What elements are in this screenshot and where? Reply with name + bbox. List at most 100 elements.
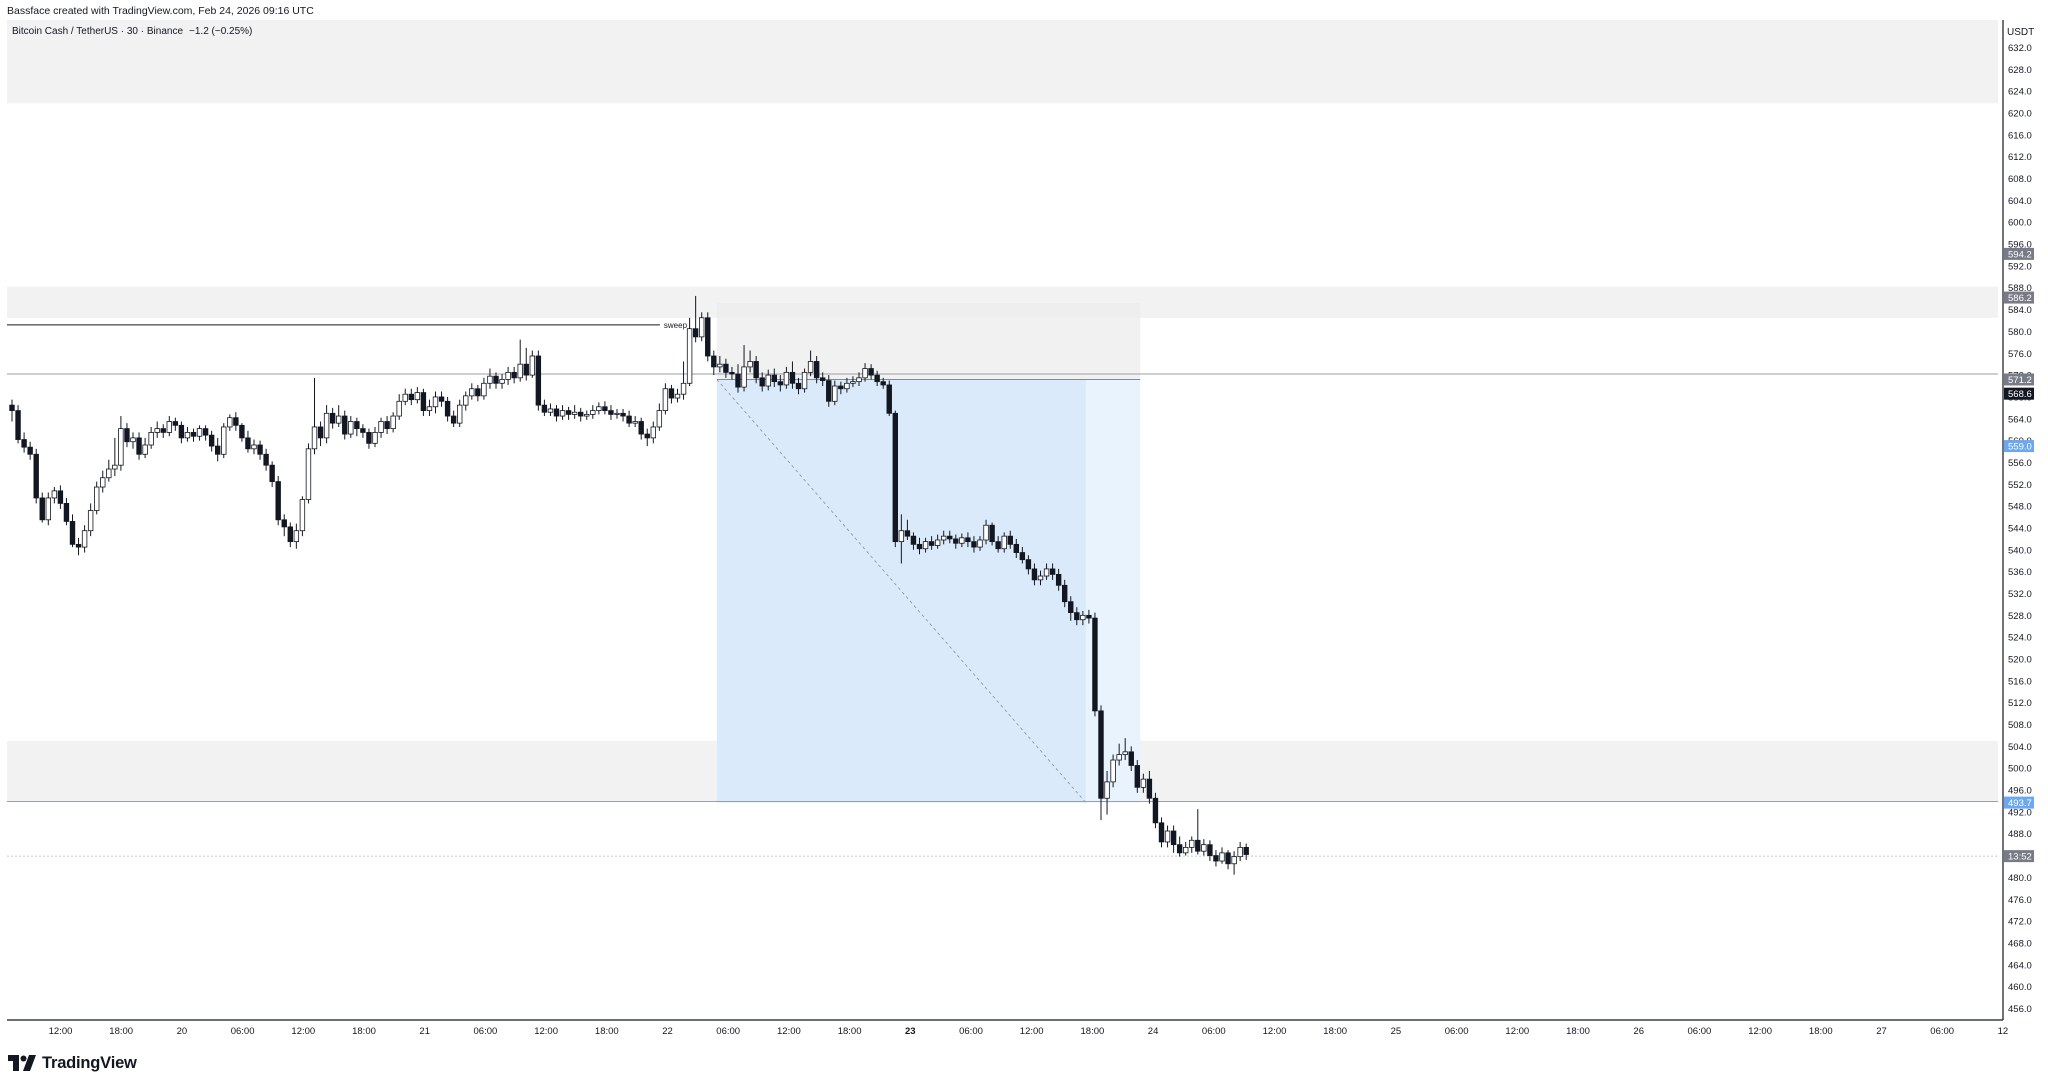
candle-down[interactable] xyxy=(535,350,542,411)
candle-up[interactable] xyxy=(469,383,475,400)
candle-down[interactable] xyxy=(39,492,45,523)
candle-up[interactable] xyxy=(674,388,681,403)
candle-down[interactable] xyxy=(342,410,348,440)
candle-up[interactable] xyxy=(293,523,300,549)
candle-down[interactable] xyxy=(366,428,372,449)
candle-down[interactable] xyxy=(880,377,886,389)
candle-up[interactable] xyxy=(1037,570,1044,586)
candle-up[interactable] xyxy=(680,361,687,400)
candle-down[interactable] xyxy=(523,347,529,381)
candle-down[interactable] xyxy=(245,430,251,453)
candle-up[interactable] xyxy=(463,391,469,411)
candle-up[interactable] xyxy=(51,487,58,504)
candle-down[interactable] xyxy=(608,405,614,420)
candle-down[interactable] xyxy=(565,406,572,420)
candle-down[interactable] xyxy=(21,432,27,453)
candle-up[interactable] xyxy=(559,405,566,420)
candle-down[interactable] xyxy=(57,485,64,509)
candle-down[interactable] xyxy=(281,514,287,537)
candle-down[interactable] xyxy=(444,396,451,422)
candle-down[interactable] xyxy=(420,388,427,417)
candle-down[interactable] xyxy=(178,421,185,444)
candle-up[interactable] xyxy=(372,426,378,448)
candle-down[interactable] xyxy=(578,407,584,422)
candle-up[interactable] xyxy=(650,421,656,444)
candle-down[interactable] xyxy=(257,440,263,460)
candle-up[interactable] xyxy=(378,417,384,438)
candle-up[interactable] xyxy=(807,350,814,377)
candle-up[interactable] xyxy=(196,425,203,441)
candle-down[interactable] xyxy=(1068,596,1074,621)
candle-up[interactable] xyxy=(765,369,771,391)
candle-down[interactable] xyxy=(553,405,560,422)
candle-up[interactable] xyxy=(87,503,94,537)
price-label-gray[interactable]: 594.2 xyxy=(2004,247,2034,261)
candle-up[interactable] xyxy=(934,534,941,549)
candle-up[interactable] xyxy=(1110,754,1116,788)
candle-up[interactable] xyxy=(1001,532,1007,553)
candle-down[interactable] xyxy=(541,399,548,417)
candle-up[interactable] xyxy=(632,416,638,427)
candle-up[interactable] xyxy=(112,437,118,477)
candle-down[interactable] xyxy=(1158,817,1165,848)
candle-up[interactable] xyxy=(862,363,868,382)
candle-up[interactable] xyxy=(1183,841,1189,856)
candle-up[interactable] xyxy=(614,408,620,419)
candle-down[interactable] xyxy=(269,461,275,488)
candle-down[interactable] xyxy=(971,536,977,553)
candle-down[interactable] xyxy=(1055,568,1062,591)
candle-down[interactable] xyxy=(1062,579,1068,608)
price-label-dark[interactable]: 568.6 xyxy=(2004,387,2034,401)
candle-up[interactable] xyxy=(590,405,596,419)
candle-up[interactable] xyxy=(662,383,669,415)
candle-down[interactable] xyxy=(735,364,741,393)
candle-up[interactable] xyxy=(456,399,463,427)
candle-down[interactable] xyxy=(874,370,880,387)
candle-down[interactable] xyxy=(1074,607,1080,626)
candle-down[interactable] xyxy=(263,448,269,471)
candle-up[interactable] xyxy=(741,345,747,392)
candle-up[interactable] xyxy=(396,394,402,420)
candle-up[interactable] xyxy=(402,388,408,406)
candle-down[interactable] xyxy=(239,423,245,442)
candle-down[interactable] xyxy=(795,377,802,395)
price-label-blue[interactable]: 493.7 xyxy=(2004,796,2034,810)
candle-up[interactable] xyxy=(547,403,554,417)
candle-up[interactable] xyxy=(81,525,88,553)
candle-down[interactable] xyxy=(1031,563,1038,586)
candle-down[interactable] xyxy=(511,366,517,384)
candle-up[interactable] xyxy=(1219,847,1225,864)
candle-down[interactable] xyxy=(989,522,995,546)
candle-up[interactable] xyxy=(529,350,535,378)
candle-down[interactable] xyxy=(63,497,70,526)
candle-up[interactable] xyxy=(432,391,439,414)
candle-up[interactable] xyxy=(656,403,663,431)
candle-down[interactable] xyxy=(202,425,209,441)
candle-down[interactable] xyxy=(1092,612,1098,717)
candle-up[interactable] xyxy=(221,423,227,459)
candle-down[interactable] xyxy=(759,372,765,392)
candle-down[interactable] xyxy=(1086,609,1092,624)
candle-up[interactable] xyxy=(184,426,191,442)
candle-down[interactable] xyxy=(172,417,179,431)
candle-down[interactable] xyxy=(15,405,21,444)
candle-up[interactable] xyxy=(1140,773,1147,793)
candle-up[interactable] xyxy=(227,414,233,431)
candle-up[interactable] xyxy=(922,537,929,553)
candle-down[interactable] xyxy=(27,441,33,460)
candle-up[interactable] xyxy=(499,374,505,389)
candle-up[interactable] xyxy=(348,416,354,438)
candle-up[interactable] xyxy=(335,405,342,427)
candle-down[interactable] xyxy=(953,534,959,549)
candle-up[interactable] xyxy=(832,380,838,406)
candle-up[interactable] xyxy=(251,439,257,455)
candle-down[interactable] xyxy=(753,355,759,384)
candle-down[interactable] xyxy=(1170,825,1177,853)
candle-down[interactable] xyxy=(354,417,360,437)
candle-down[interactable] xyxy=(1025,555,1032,575)
candle-up[interactable] xyxy=(1189,836,1195,853)
candle-down[interactable] xyxy=(1049,563,1056,580)
tradingview-logo[interactable]: TradingView xyxy=(8,1052,137,1074)
candle-down[interactable] xyxy=(928,536,935,550)
